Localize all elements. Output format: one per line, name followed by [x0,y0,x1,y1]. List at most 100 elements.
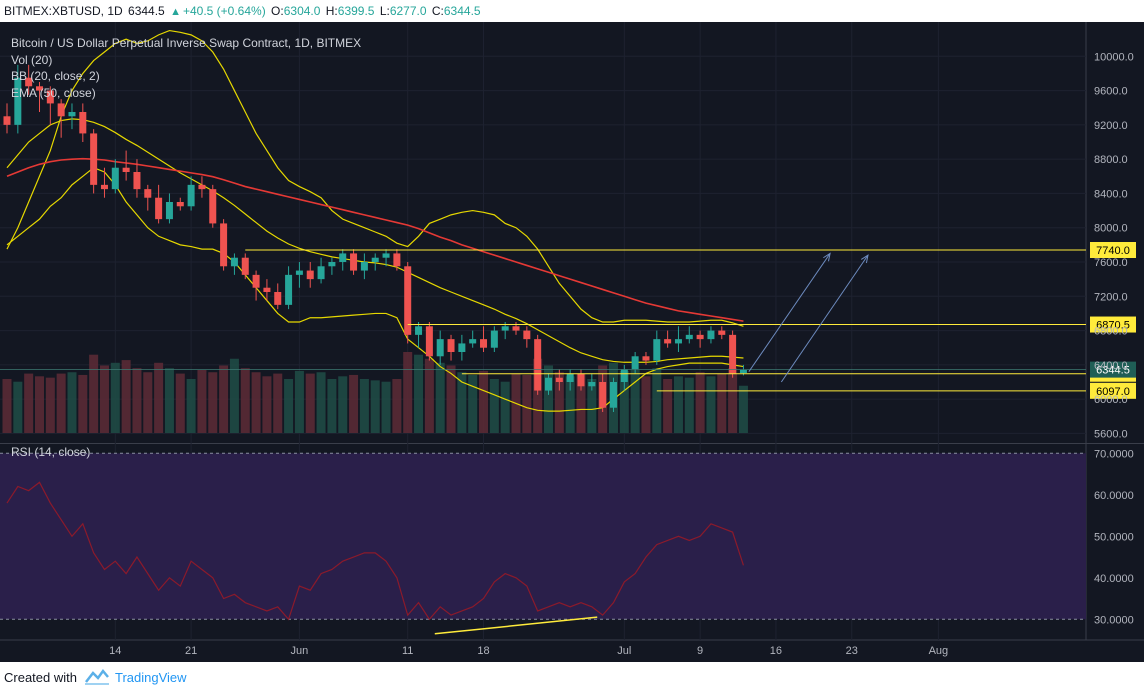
volume-bar [2,379,12,433]
volume-bar [706,376,716,433]
candle-body [620,369,628,382]
volume-bar [652,368,662,433]
candle-body [436,339,444,357]
volume-bar [240,368,250,433]
volume-bar [99,365,109,433]
time-tick-label: 9 [697,645,703,657]
volume-bar [468,374,478,433]
rsi-tick-label: 40.0000 [1094,573,1134,585]
candle-body [209,189,217,224]
volume-bar [262,376,272,433]
candle-body [90,133,98,185]
high-value: 6399.5 [337,4,375,18]
volume-bar [717,373,727,433]
candle-body [382,253,390,258]
volume-bar [110,362,120,433]
tradingview-logo-icon[interactable] [84,668,110,686]
volume-bar [273,373,283,433]
volume-bar [284,379,294,433]
candle-body [674,339,682,344]
volume-bar [695,372,705,433]
volume-bar [392,379,402,433]
volume-bar [89,354,99,433]
bb-upper-line [6,29,744,327]
volume-bar [738,385,748,433]
volume-bar [522,374,532,433]
candle-body [566,373,574,382]
footer: Created with TradingView [0,662,1144,696]
low-value: 6277.0 [389,4,427,18]
rsi-band [0,453,1086,620]
volume-bar [219,365,229,433]
rsi-tick-label: 30.0000 [1094,614,1134,626]
volume-bar [565,376,575,433]
volume-bar [370,380,380,433]
candle-body [501,326,509,331]
volume-bar [305,373,315,433]
level-tag [1090,316,1136,333]
volume-bar [24,373,34,433]
candle-body [155,197,163,220]
price-tick-label: 9600.0 [1094,86,1128,98]
time-tick-label: 21 [185,645,197,657]
candle-body [642,356,650,361]
volume-bar [56,373,66,433]
candle-body [317,266,325,280]
candle-body [609,382,617,408]
candle-body [274,292,282,305]
time-tick-label: Jul [617,645,631,657]
rsi-line [6,481,745,621]
volume-bar [34,376,44,433]
volume-bar [544,365,553,433]
symbol-label: BITMEX:XBTUSD, 1D [4,4,123,18]
candle-body [404,266,412,335]
volume-bar [175,373,185,433]
volume-bar [143,372,153,433]
candle-body [144,189,152,198]
candle-body [415,326,423,335]
candle-body [263,287,271,292]
volume-bar [197,369,207,433]
candle-body [241,257,249,275]
candle-body [122,167,130,172]
volume-bar [13,381,23,433]
level-tag [1090,242,1136,258]
created-with-label: Created with [4,670,77,685]
candle-body [458,343,466,352]
candle-body [57,103,65,117]
low-label: L: [379,4,390,18]
price-tick-label: 8000.0 [1094,223,1128,235]
volume-bar [479,370,489,433]
volume-bar [359,379,369,433]
projection-arrow-1 [748,253,831,372]
projection-arrow-2-head [860,254,869,264]
ema50-line [6,157,744,322]
candle-body [447,339,455,352]
candle-body [729,334,737,374]
candle-body [739,369,747,374]
candle-body [545,377,552,391]
candle-body [220,223,228,267]
tradingview-link[interactable]: TradingView [115,670,187,685]
volume-bar [403,352,413,433]
candle-body [707,330,715,340]
volume-bar [500,381,510,433]
rsi-divergence-line [434,616,598,635]
volume-bar [533,358,543,433]
volume-bar [630,369,640,433]
candle-body [664,339,672,344]
candle-body [3,116,11,125]
last-price-tag [1090,361,1136,378]
candle-body [534,339,542,391]
volume-bar [327,379,337,433]
candle-body [718,330,726,335]
candle-body [187,184,195,207]
volume-bar [208,372,218,433]
volume-bar [554,372,564,433]
volume-bar [435,362,445,433]
legend-ema: EMA (50, close) [11,86,96,100]
volume-bar [45,377,55,433]
candle-body [425,326,433,357]
